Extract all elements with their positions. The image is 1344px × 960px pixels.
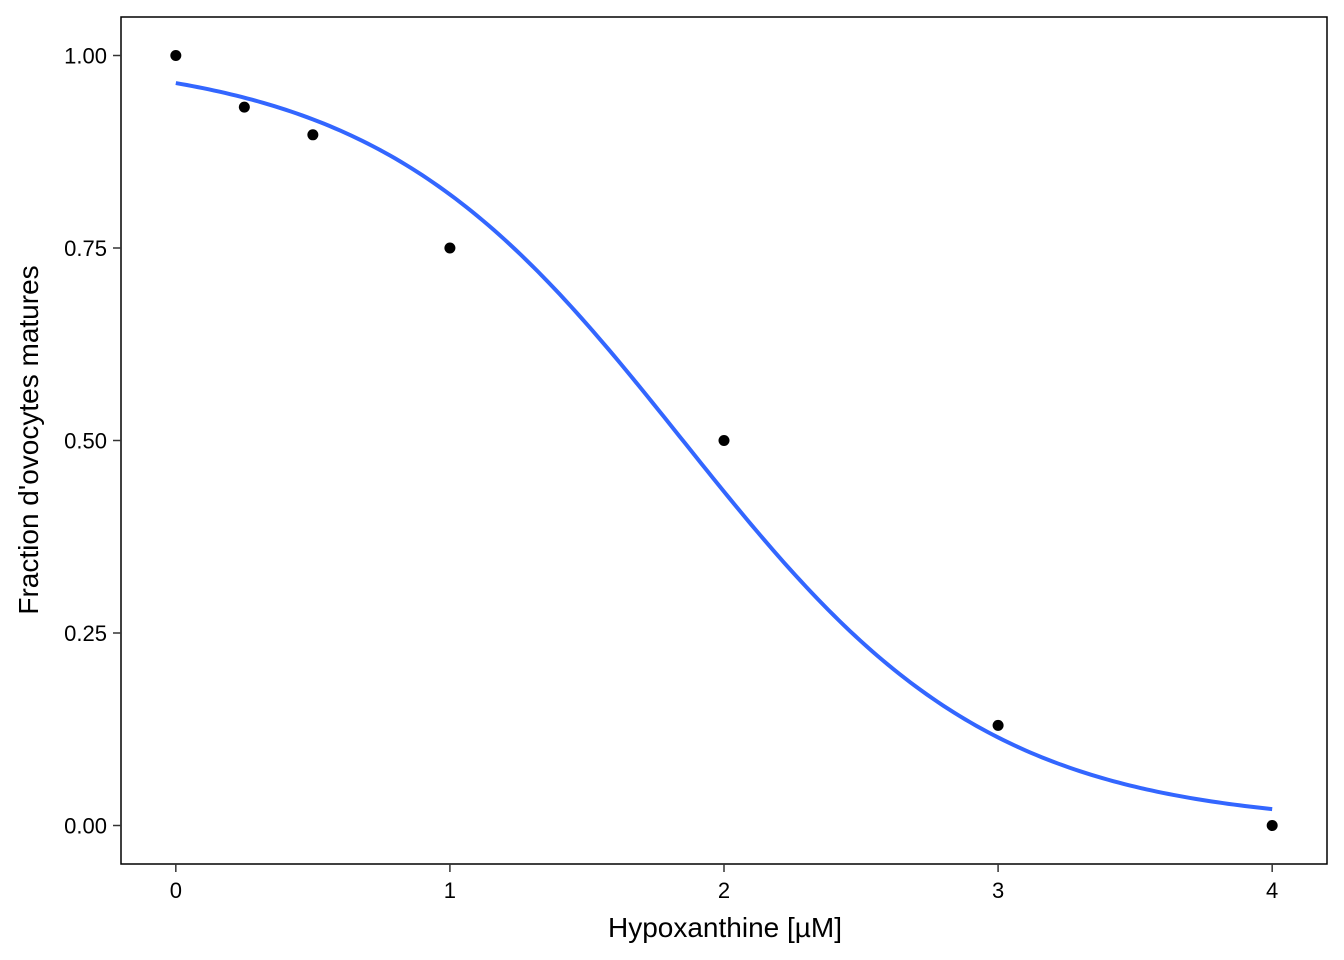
x-tick-label: 3 <box>992 878 1004 903</box>
fitted-curve-line <box>175 81 1273 812</box>
plot-area <box>120 16 1328 865</box>
x-tick-label: 2 <box>718 878 730 903</box>
data-point <box>718 435 730 446</box>
x-tick-label: 1 <box>444 878 456 903</box>
y-axis-title: Fraction d'ovocytes matures <box>13 265 44 614</box>
x-tick-label: 0 <box>170 878 182 903</box>
y-tick-label: 1.00 <box>64 44 107 69</box>
y-tick-label: 0.75 <box>64 236 107 261</box>
x-tick-label: 4 <box>1266 878 1278 903</box>
data-point <box>444 242 456 254</box>
y-tick-label: 0.00 <box>64 814 107 839</box>
data-point <box>992 719 1004 731</box>
y-tick-label: 0.25 <box>64 621 107 646</box>
data-point <box>238 101 250 113</box>
data-point <box>170 50 182 61</box>
data-point <box>307 129 319 141</box>
x-axis-title: Hypoxanthine [µM] <box>608 912 842 943</box>
y-tick-label: 0.50 <box>64 429 107 454</box>
x-axis: 0 1 2 3 4 <box>170 864 1278 903</box>
y-axis: 0.00 0.25 0.50 0.75 1.00 <box>64 44 121 839</box>
data-point <box>1266 820 1278 831</box>
